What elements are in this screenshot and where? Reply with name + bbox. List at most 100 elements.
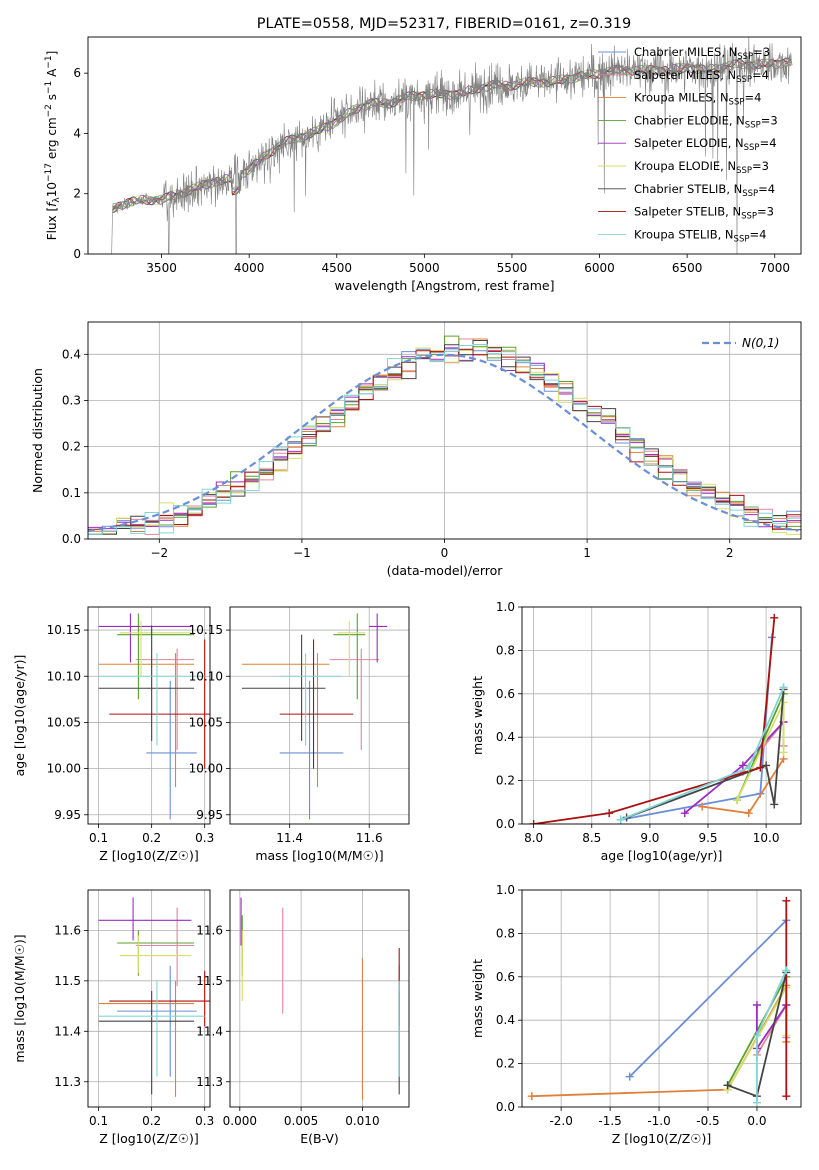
legend-sub: SSP xyxy=(736,166,752,176)
y-tick-label: 11.4 xyxy=(54,1024,81,1038)
x-tick-label: 0.3 xyxy=(195,1114,214,1128)
weight-marker xyxy=(779,683,788,692)
residual-histogram-krou-stelib xyxy=(88,344,801,535)
y-axis-label: mass weight xyxy=(470,676,485,755)
y-tick-label: 0 xyxy=(73,247,81,261)
y-tick-label: 0.6 xyxy=(496,687,515,701)
weight-line-salp-stelib xyxy=(533,617,776,824)
legend-entry: N(0,1) xyxy=(742,336,779,350)
axes-frame xyxy=(87,321,802,540)
legend-suffix: =4 xyxy=(758,182,775,196)
y-tick-label: 0.6 xyxy=(496,970,515,984)
weight-marker xyxy=(752,1098,761,1107)
y-tick-label: 0.2 xyxy=(62,440,81,454)
legend-suffix: =4 xyxy=(744,91,761,105)
legend-suffix: =4 xyxy=(749,227,766,241)
y-tick-label: 11.5 xyxy=(196,974,223,988)
axes-frame xyxy=(521,606,802,825)
weight-marker xyxy=(744,763,753,772)
x-tick-label: 4500 xyxy=(321,261,352,275)
residual-chart-plot xyxy=(88,335,801,535)
legend-sub: SSP xyxy=(729,98,745,108)
legend-sub: SSP xyxy=(737,52,753,62)
x-tick-label: 0.2 xyxy=(142,1114,161,1128)
y-tick-label: 0.2 xyxy=(496,774,515,788)
y-tick-label: 6 xyxy=(73,66,81,80)
x-tick-label: 3500 xyxy=(146,261,177,275)
x-tick-label: 0.0 xyxy=(747,1114,766,1128)
y-tick-label: 11.3 xyxy=(196,1075,223,1089)
y-tick-label: 0.4 xyxy=(62,347,81,361)
legend-text: Chabrier STELIB, N xyxy=(634,182,742,196)
y-tick-label: 0.4 xyxy=(496,730,515,744)
y-tick-label: 0.2 xyxy=(496,1057,515,1071)
weight-marker xyxy=(770,613,779,622)
legend-text: Kroupa ELODIE, N xyxy=(634,159,736,173)
y-axis-label: age [log10(age/yr)] xyxy=(12,655,27,777)
x-tick-label: 8.0 xyxy=(524,831,543,845)
x-tick-label: 0 xyxy=(441,546,449,560)
legend-sub: SSP xyxy=(745,120,761,130)
legend-text: Salpeter MILES, N xyxy=(634,68,736,82)
y-tick-label: 1.0 xyxy=(496,883,515,897)
weight-marker xyxy=(782,896,791,905)
label-part: −17 xyxy=(44,163,54,182)
x-tick-label: 9.0 xyxy=(640,831,659,845)
y-tick-label: 10.00 xyxy=(189,762,223,776)
x-tick-label: 0.010 xyxy=(345,1114,379,1128)
axes-frame xyxy=(229,889,410,1108)
weight-marker xyxy=(752,1001,761,1010)
x-tick-label: 0.3 xyxy=(195,831,214,845)
x-axis-label: wavelength [Angstrom, rest frame] xyxy=(334,278,554,293)
legend-text: Chabrier MILES, N xyxy=(634,45,737,59)
weight-marker xyxy=(680,809,689,818)
x-axis-label: E(B-V) xyxy=(300,1131,339,1146)
weight-marker xyxy=(744,809,753,818)
x-axis-label: mass [log10(M/M☉)] xyxy=(255,848,383,863)
weight-marker xyxy=(605,809,614,818)
x-tick-label: −2 xyxy=(150,546,168,560)
weight-marker xyxy=(770,800,779,809)
legend-entry: Kroupa STELIB, NSSP=4 xyxy=(634,227,766,244)
legend-entry: Salpeter ELODIE, NSSP=4 xyxy=(634,136,777,153)
weight-marker xyxy=(752,1031,761,1040)
y-tick-label: 0.1 xyxy=(62,486,81,500)
y-tick-label: 0.0 xyxy=(496,817,515,831)
legend-suffix: =3 xyxy=(757,205,774,219)
x-axis-label: (data-model)/error xyxy=(387,563,504,578)
label-part: erg cm xyxy=(45,117,59,163)
x-tick-label: 0.1 xyxy=(89,1114,108,1128)
x-tick-label: 8.5 xyxy=(582,831,601,845)
legend-suffix: =3 xyxy=(753,45,770,59)
y-tick-label: 10.05 xyxy=(47,715,81,729)
data-spectrum xyxy=(111,37,793,254)
y-tick-label: 0.0 xyxy=(496,1100,515,1114)
label-part: s xyxy=(45,94,59,104)
x-tick-label: 4000 xyxy=(234,261,265,275)
x-tick-label: -0.5 xyxy=(696,1114,719,1128)
legend-sub: SSP xyxy=(742,189,758,199)
y-tick-label: 9.95 xyxy=(54,808,81,822)
x-tick-label: 6500 xyxy=(672,261,703,275)
legend-suffix: =4 xyxy=(760,136,777,150)
age-vs-mass-chart: 11.4 11.6 9.95 10.00 10.05 10.10 10.15 mass [lo… xyxy=(189,606,410,863)
x-tick-label: 6000 xyxy=(584,261,615,275)
weight-marker xyxy=(616,815,625,824)
spectrum-chart: 3500 4000 4500 5000 5500 6000 6500 7000 0 2 4 6 PLAT… xyxy=(44,16,802,293)
x-tick-label: 0.005 xyxy=(284,1114,318,1128)
label-part: −1 xyxy=(44,81,54,94)
age-vs-mass-chart-plot xyxy=(241,613,388,820)
axes-frame xyxy=(229,606,410,825)
x-tick-label: 11.6 xyxy=(356,831,383,845)
x-tick-label: −1 xyxy=(293,546,311,560)
legend-sub: SSP xyxy=(741,212,757,222)
mass-vs-ebv-chart: 0.000 0.005 0.010 11.3 11.4 11.5 11.6 E(B-V) xyxy=(196,889,410,1146)
y-axis-label: mass [log10(M/M☉)] xyxy=(12,934,27,1062)
y-tick-label: 11.6 xyxy=(196,923,223,937)
legend-sub: SSP xyxy=(734,234,750,244)
label-part: 10 xyxy=(45,182,59,197)
y-tick-label: 11.6 xyxy=(54,923,81,937)
y-tick-label: 0.0 xyxy=(62,532,81,546)
y-axis-label: mass weight xyxy=(470,959,485,1038)
